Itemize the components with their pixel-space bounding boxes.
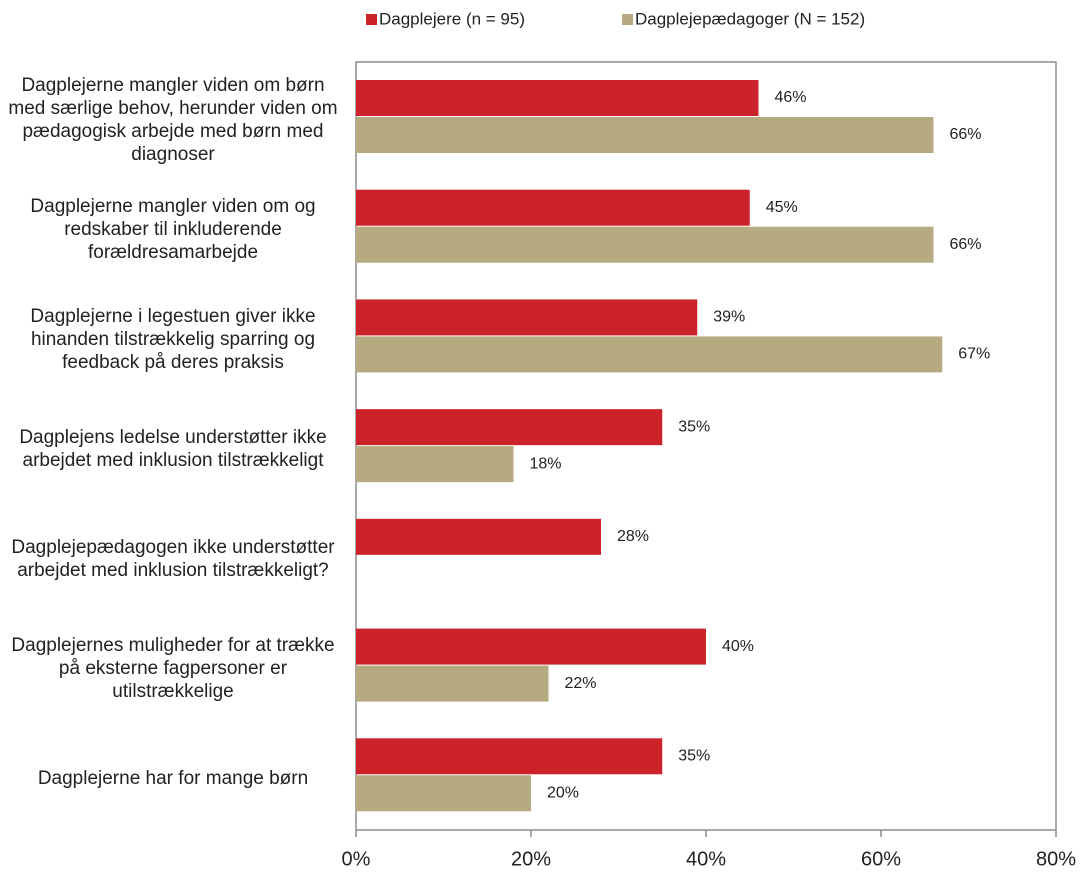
bar — [356, 665, 549, 702]
bar — [356, 628, 706, 665]
value-label: 40% — [722, 638, 754, 655]
value-label: 28% — [617, 528, 649, 545]
value-label: 66% — [950, 236, 982, 253]
bar — [356, 518, 601, 555]
category-label: Dagplejerne har for mange børn — [37, 767, 309, 789]
bar — [356, 299, 698, 336]
legend-swatch — [366, 14, 377, 25]
bar — [356, 738, 663, 775]
value-label: 46% — [775, 89, 807, 106]
category-label: Dagplejerne mangler viden om og redskabe… — [30, 196, 316, 264]
bar — [356, 409, 663, 446]
value-label: 66% — [950, 126, 982, 143]
x-tick-label: 80% — [1036, 848, 1076, 870]
bar — [356, 226, 934, 263]
value-label: 22% — [565, 675, 597, 692]
value-label: 18% — [530, 455, 562, 472]
legend-label: Dagplejepædagoger (N = 152) — [635, 9, 865, 28]
legend-label: Dagplejere (n = 95) — [379, 9, 525, 28]
x-tick-label: 0% — [342, 848, 371, 870]
x-tick-label: 20% — [511, 848, 551, 870]
category-label: Dagplejens ledelse understøtter ikke arb… — [19, 426, 327, 471]
bar — [356, 117, 934, 153]
value-label: 67% — [958, 346, 990, 363]
bar — [356, 775, 531, 812]
x-tick-label: 40% — [686, 848, 726, 870]
plot-frame — [355, 61, 1057, 831]
bar — [356, 336, 943, 373]
bar — [356, 189, 750, 226]
category-label: Dagplejerne i legestuen giver ikke hinan… — [30, 305, 316, 373]
category-label: Dagplejerne mangler viden om børn med sæ… — [8, 74, 338, 165]
category-label: Dagplejepædagogen ikke understøtter arbe… — [11, 536, 335, 581]
category-label: Dagplejernes muligheder for at trække på… — [11, 634, 335, 702]
legend-swatch — [622, 14, 633, 25]
value-label: 35% — [678, 748, 710, 765]
bar — [356, 446, 514, 483]
x-tick-label: 60% — [861, 848, 901, 870]
value-label: 39% — [713, 309, 745, 326]
value-label: 20% — [547, 785, 579, 802]
bar — [356, 80, 759, 116]
value-label: 45% — [766, 199, 798, 216]
value-label: 35% — [678, 418, 710, 435]
